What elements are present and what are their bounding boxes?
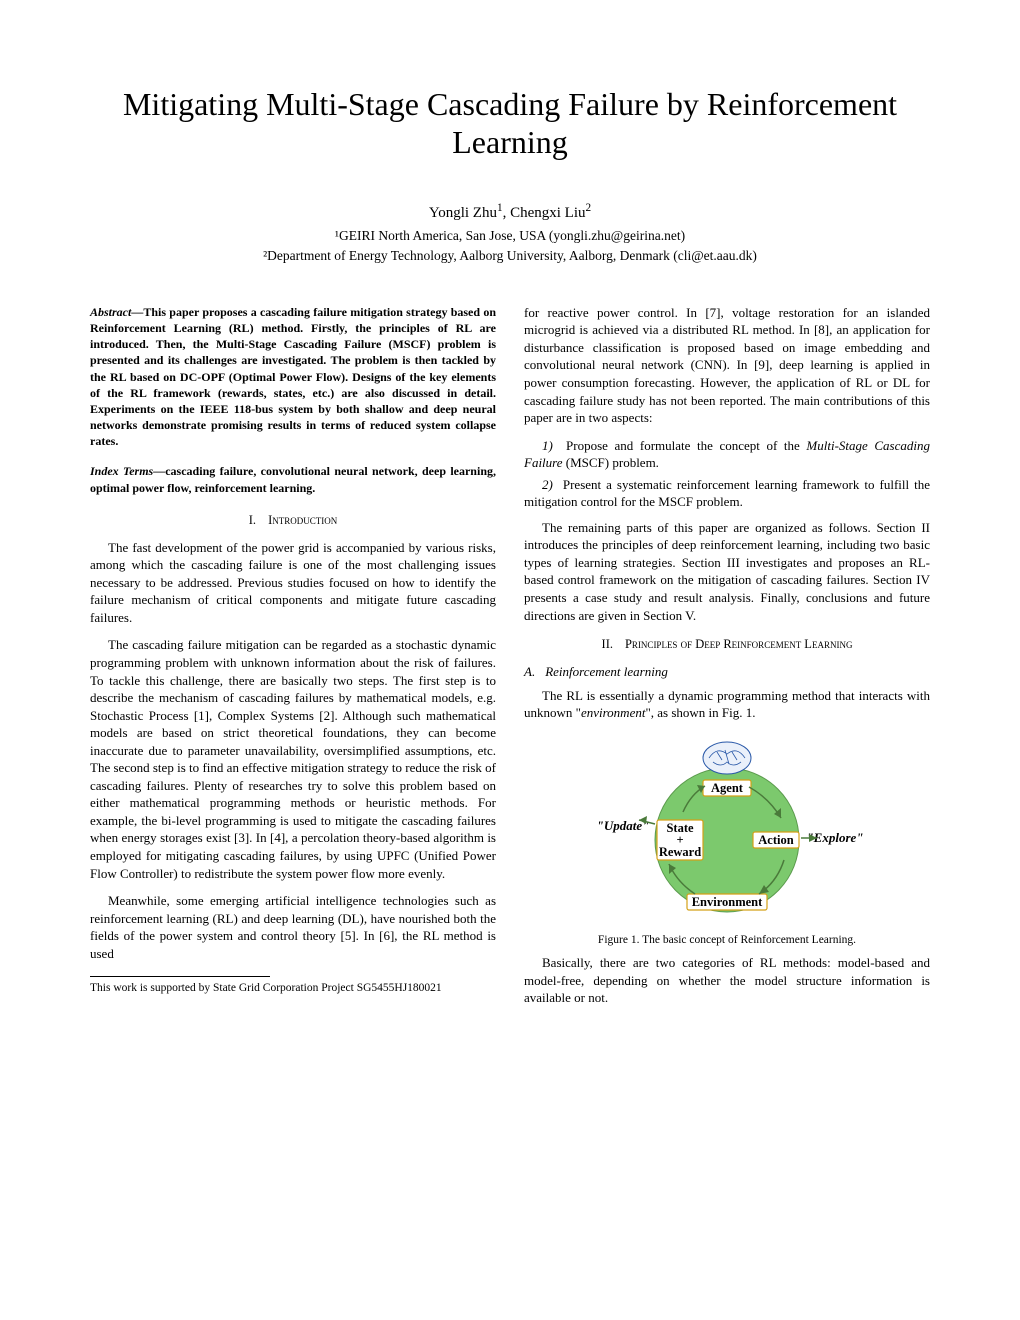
section-1-number: I. — [249, 513, 256, 527]
paragraph: The cascading failure mitigation can be … — [90, 636, 496, 882]
action-label: Action — [758, 833, 793, 847]
two-column-body: Abstract—This paper proposes a cascading… — [90, 304, 930, 1017]
agent-label: Agent — [711, 781, 744, 795]
section-2-number: II. — [602, 637, 613, 651]
index-label: Index Terms— — [90, 464, 165, 478]
section-1-title: Introduction — [268, 513, 337, 527]
reward-label: Reward — [659, 845, 701, 859]
abstract-text: This paper proposes a cascading failure … — [90, 305, 496, 449]
contrib-text-a: Propose and formulate the concept of the — [566, 438, 806, 453]
paragraph: for reactive power control. In [7], volt… — [524, 304, 930, 427]
subsection-title: Reinforcement learning — [545, 664, 668, 679]
column-right: for reactive power control. In [7], volt… — [524, 304, 930, 1017]
subsection-letter: A. — [524, 664, 535, 679]
figure-1-caption: Figure 1. The basic concept of Reinforce… — [524, 933, 930, 949]
affiliation-1: ¹GEIRI North America, San Jose, USA (yon… — [90, 228, 930, 244]
paragraph: The remaining parts of this paper are or… — [524, 519, 930, 624]
contrib-num: 2) — [542, 477, 553, 492]
affiliation-2: ²Department of Energy Technology, Aalbor… — [90, 248, 930, 264]
environment-label: Environment — [692, 895, 763, 909]
contrib-num: 1) — [542, 438, 553, 453]
column-left: Abstract—This paper proposes a cascading… — [90, 304, 496, 1017]
section-2-heading: II. Principles of Deep Reinforcement Lear… — [524, 636, 930, 653]
paragraph: Basically, there are two categories of R… — [524, 954, 930, 1007]
authors-line: Yongli Zhu1, Chengxi Liu2 — [90, 202, 930, 222]
rl-diagram: Agent Environment State + Reward Action — [577, 732, 877, 927]
contrib-text-b: (MSCF) problem. — [563, 455, 659, 470]
contribution-1: 1) Propose and formulate the concept of … — [524, 437, 930, 472]
contrib-text: Present a systematic reinforcement learn… — [524, 477, 930, 510]
figure-1: Agent Environment State + Reward Action — [524, 732, 930, 949]
footnote-rule — [90, 976, 270, 977]
section-2-title: Principles of Deep Reinforcement Learnin… — [625, 637, 852, 651]
abstract: Abstract—This paper proposes a cascading… — [90, 304, 496, 450]
contribution-2: 2) Present a systematic reinforcement le… — [524, 476, 930, 511]
index-terms: Index Terms—cascading failure, convoluti… — [90, 463, 496, 495]
p6-b: ", as shown in Fig. 1. — [645, 705, 755, 720]
subsection-a-heading: A. Reinforcement learning — [524, 663, 930, 681]
p6-i: environment — [581, 705, 646, 720]
paragraph: The RL is essentially a dynamic programm… — [524, 687, 930, 722]
paper-title: Mitigating Multi-Stage Cascading Failure… — [90, 85, 930, 162]
abstract-label: Abstract— — [90, 305, 143, 319]
section-1-heading: I. Introduction — [90, 512, 496, 529]
footnote: This work is supported by State Grid Cor… — [90, 981, 496, 996]
paragraph: Meanwhile, some emerging artificial inte… — [90, 892, 496, 962]
paragraph: The fast development of the power grid i… — [90, 539, 496, 627]
